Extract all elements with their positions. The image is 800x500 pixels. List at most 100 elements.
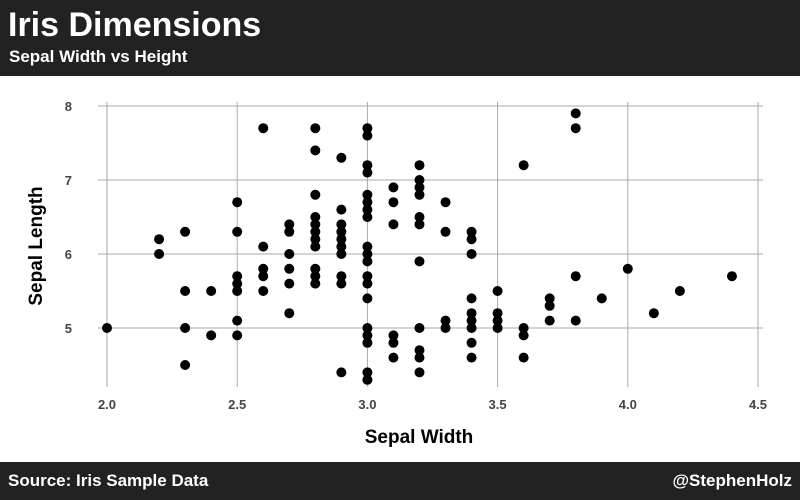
data-point [362,330,373,341]
chart-area: 2.0 2.5 3.0 3.5 4.0 4.5 5 6 7 8 Sepal Width Sepa… [0,76,800,462]
y-tick-label: 8 [65,99,72,114]
data-point [310,263,321,274]
data-point [518,352,529,363]
y-tick-labels: 5 6 7 8 [65,99,72,336]
data-point [258,263,269,274]
data-point [570,123,581,134]
x-axis-title: Sepal Width [365,427,474,448]
data-point [414,345,425,356]
data-point [388,219,399,230]
data-point [362,278,373,289]
data-point [232,197,243,208]
data-point [310,241,321,252]
data-point [336,152,347,163]
data-point [466,352,477,363]
data-point [284,219,295,230]
data-point [414,160,425,171]
data-point [362,241,373,252]
x-tick-labels: 2.0 2.5 3.0 3.5 4.0 4.5 [98,397,767,412]
data-point [466,337,477,348]
data-point [362,160,373,171]
data-point [336,278,347,289]
author-handle: @StephenHolz [672,471,792,490]
x-tick-label: 3.5 [489,397,507,412]
data-point [232,271,243,282]
data-point [258,271,269,282]
data-point [310,123,321,134]
data-point [362,337,373,348]
data-point [310,189,321,200]
data-point [518,330,529,341]
data-point [622,263,633,274]
data-point [388,182,399,193]
data-point [648,308,659,319]
data-point [414,367,425,378]
data-point [414,189,425,200]
data-point [284,278,295,289]
data-point [180,323,191,333]
data-point [180,286,191,296]
data-point [336,234,347,245]
data-point [362,293,373,304]
data-point [414,323,425,333]
footer-banner: Source: Iris Sample Data @StephenHolz [0,462,800,500]
data-point [336,204,347,215]
source-note: Source: Iris Sample Data [8,471,209,490]
data-point [310,234,321,245]
data-point [362,204,373,215]
x-tick-label: 4.0 [619,397,637,412]
data-point [362,256,373,267]
data-point [466,293,477,304]
data-point [362,249,373,259]
chart-title: Iris Dimensions [8,6,262,44]
data-point [362,212,373,222]
data-point [362,323,373,333]
data-point [180,360,191,370]
data-point [414,175,425,185]
data-point [362,189,373,200]
scatter-plot: 2.0 2.5 3.0 3.5 4.0 4.5 5 6 7 8 Sepal Width Sepa… [26,99,767,448]
data-point [258,123,269,134]
data-point [310,219,321,230]
data-point [284,263,295,274]
data-point [388,352,399,363]
header-banner: Iris Dimensions Sepal Width vs Height [0,0,800,76]
data-point [310,145,321,156]
data-point [232,315,243,326]
data-point [310,278,321,289]
y-tick-label: 5 [65,321,72,336]
x-tick-label: 4.5 [749,397,767,412]
y-axis-title: Sepal Length [26,186,47,305]
data-point [362,123,373,134]
data-point [310,271,321,282]
data-point [336,241,347,252]
data-point [362,197,373,208]
data-point [388,337,399,348]
data-point [492,315,503,326]
data-point [336,249,347,259]
data-point [466,323,477,333]
data-point [362,167,373,178]
data-point [414,219,425,230]
data-point [492,308,503,319]
chart-subtitle: Sepal Width vs Height [9,47,188,66]
data-point [466,249,477,259]
data-point [492,323,503,333]
data-point [570,315,581,326]
data-point [674,286,685,296]
data-point [440,197,451,208]
data-point [232,278,243,289]
data-point [206,286,217,296]
gridlines [98,102,763,387]
data-point [180,226,191,237]
data-point [518,160,529,171]
y-tick-label: 6 [65,247,72,262]
data-point [414,182,425,193]
data-point [362,374,373,385]
data-point [466,226,477,237]
data-point [466,308,477,319]
data-point [466,234,477,245]
data-point [258,241,269,252]
y-tick-label: 7 [65,173,72,188]
data-point [232,330,243,341]
